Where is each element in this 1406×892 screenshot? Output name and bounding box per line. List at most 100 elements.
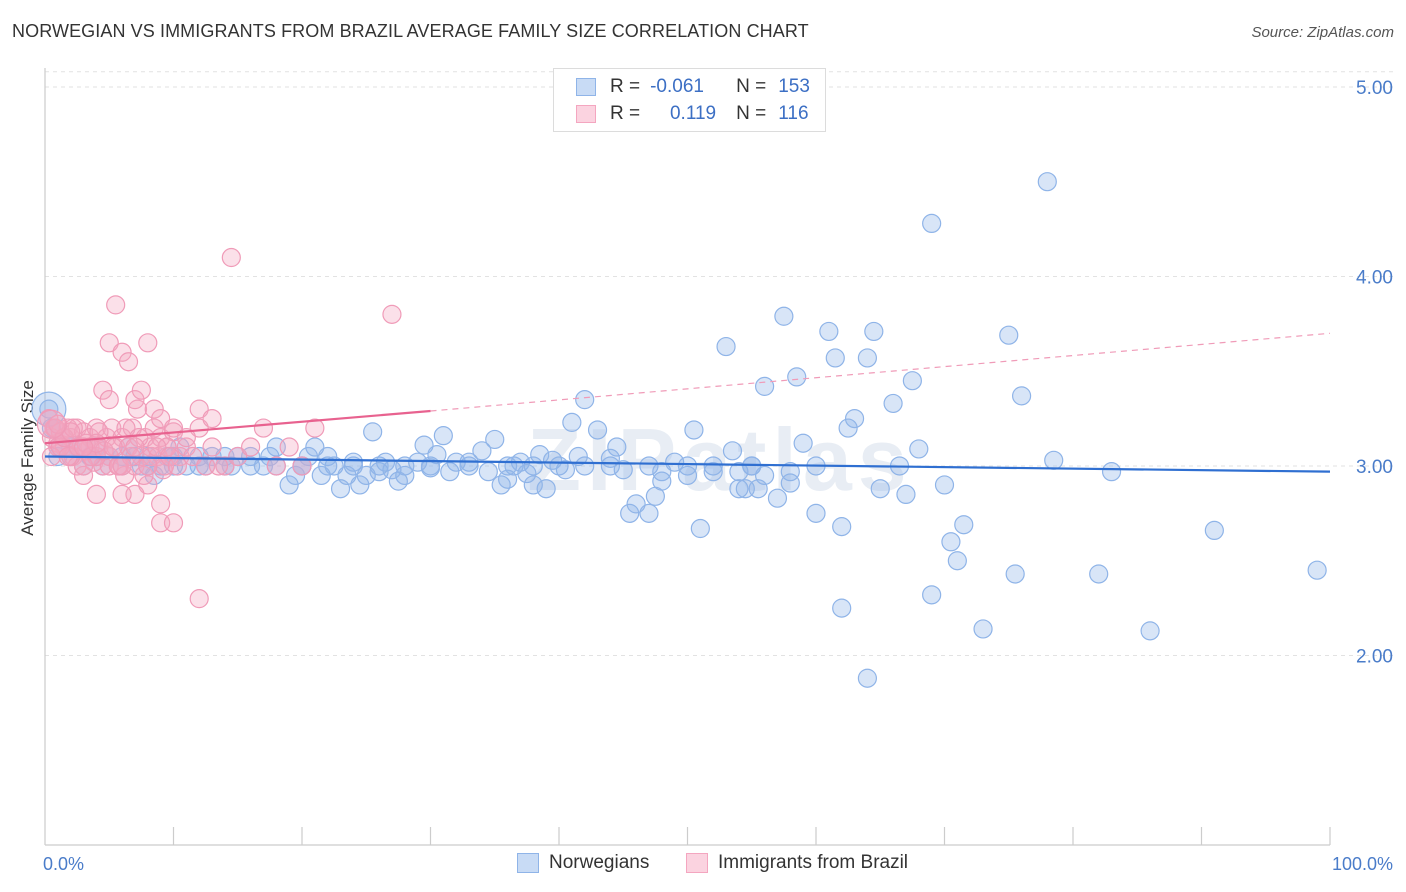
data-point <box>122 418 142 438</box>
data-point <box>343 456 363 476</box>
data-point <box>298 446 319 467</box>
data-point <box>523 475 543 495</box>
data-point <box>838 418 858 438</box>
data-point <box>793 433 813 453</box>
y-tick-label: 4.00 <box>1356 267 1393 288</box>
data-point <box>607 437 627 457</box>
data-point <box>189 589 209 609</box>
data-point <box>729 462 749 482</box>
data-point <box>703 462 723 482</box>
data-point <box>106 295 126 315</box>
data-point <box>138 475 158 495</box>
data-point <box>902 371 922 391</box>
data-point <box>806 503 826 523</box>
data-point <box>382 304 402 324</box>
trend-line-brazil <box>44 409 431 445</box>
data-point <box>954 515 974 535</box>
data-point <box>305 418 325 438</box>
data-point <box>973 619 993 639</box>
data-point <box>1037 172 1057 192</box>
data-point <box>433 426 453 446</box>
legend-label: Norwegians <box>549 852 650 873</box>
data-point <box>260 446 280 467</box>
data-point <box>89 422 109 442</box>
data-point <box>498 456 518 476</box>
data-point <box>285 465 306 486</box>
legend-item-brazil: Immigrants from Brazil <box>686 852 908 874</box>
data-point <box>253 418 274 438</box>
y-axis-label: Average Family Size <box>18 380 37 536</box>
data-point <box>517 463 537 484</box>
data-point <box>134 465 154 486</box>
data-point <box>324 456 344 476</box>
data-point <box>167 456 187 476</box>
data-point <box>947 551 967 571</box>
data-point <box>147 437 167 457</box>
data-point <box>896 484 916 505</box>
data-point <box>677 465 698 486</box>
y-tick-label: 5.00 <box>1356 78 1393 99</box>
data-point <box>427 445 447 465</box>
data-point <box>279 475 299 495</box>
data-point <box>112 342 132 362</box>
legend-n-label: N = <box>736 103 767 124</box>
data-point <box>832 517 852 537</box>
data-point <box>626 494 646 514</box>
legend-row-brazil: R = 0.119 N = 116 <box>576 102 809 126</box>
legend-swatch <box>517 853 539 873</box>
legend-r-value: 0.119 <box>669 103 717 124</box>
data-point <box>729 479 749 499</box>
data-point <box>318 456 338 476</box>
trend-line-norwegians <box>44 455 1331 473</box>
data-point <box>279 437 299 457</box>
data-point <box>575 390 595 410</box>
data-point <box>767 488 788 508</box>
data-point <box>228 446 248 467</box>
data-point <box>163 513 184 533</box>
data-point <box>414 435 434 455</box>
data-point <box>613 460 633 480</box>
series-legend: Norwegians Immigrants from Brazil <box>0 852 1406 876</box>
data-point <box>350 475 370 495</box>
data-point <box>151 408 171 429</box>
data-point <box>864 321 884 342</box>
data-point <box>1101 462 1122 482</box>
data-point <box>922 585 942 605</box>
series-immigrants-from-brazil <box>36 247 402 609</box>
data-point <box>48 414 68 434</box>
data-point <box>356 465 376 486</box>
data-point <box>825 348 845 368</box>
data-point <box>241 437 261 457</box>
data-point <box>787 367 807 387</box>
legend-r-label: R = <box>610 76 641 97</box>
data-point <box>844 408 865 429</box>
data-point <box>523 456 543 476</box>
data-point <box>780 473 800 493</box>
data-point <box>221 247 241 268</box>
data-point <box>93 380 113 400</box>
data-point <box>99 390 119 410</box>
legend-r-value: -0.061 <box>650 76 704 97</box>
data-point <box>1089 564 1109 584</box>
data-point <box>459 456 479 476</box>
data-point <box>125 390 145 410</box>
legend-swatch-brazil <box>576 105 596 123</box>
data-point <box>125 437 145 457</box>
y-tick-label: 2.00 <box>1356 646 1393 667</box>
data-point <box>620 503 640 523</box>
data-point <box>129 427 149 448</box>
data-point <box>754 376 775 396</box>
data-point <box>472 441 492 461</box>
data-point <box>266 456 286 476</box>
data-point <box>922 213 942 233</box>
legend-swatch-norwegians <box>576 78 596 96</box>
y-tick-labels: 2.00 3.00 4.00 5.00 <box>1356 78 1393 668</box>
data-point <box>103 437 123 457</box>
data-point <box>118 352 139 372</box>
data-point <box>1044 450 1064 470</box>
data-point <box>485 429 505 450</box>
gridlines <box>45 71 1395 656</box>
data-point <box>144 399 164 419</box>
data-point <box>941 532 961 552</box>
legend-r-label: R = <box>610 103 641 124</box>
